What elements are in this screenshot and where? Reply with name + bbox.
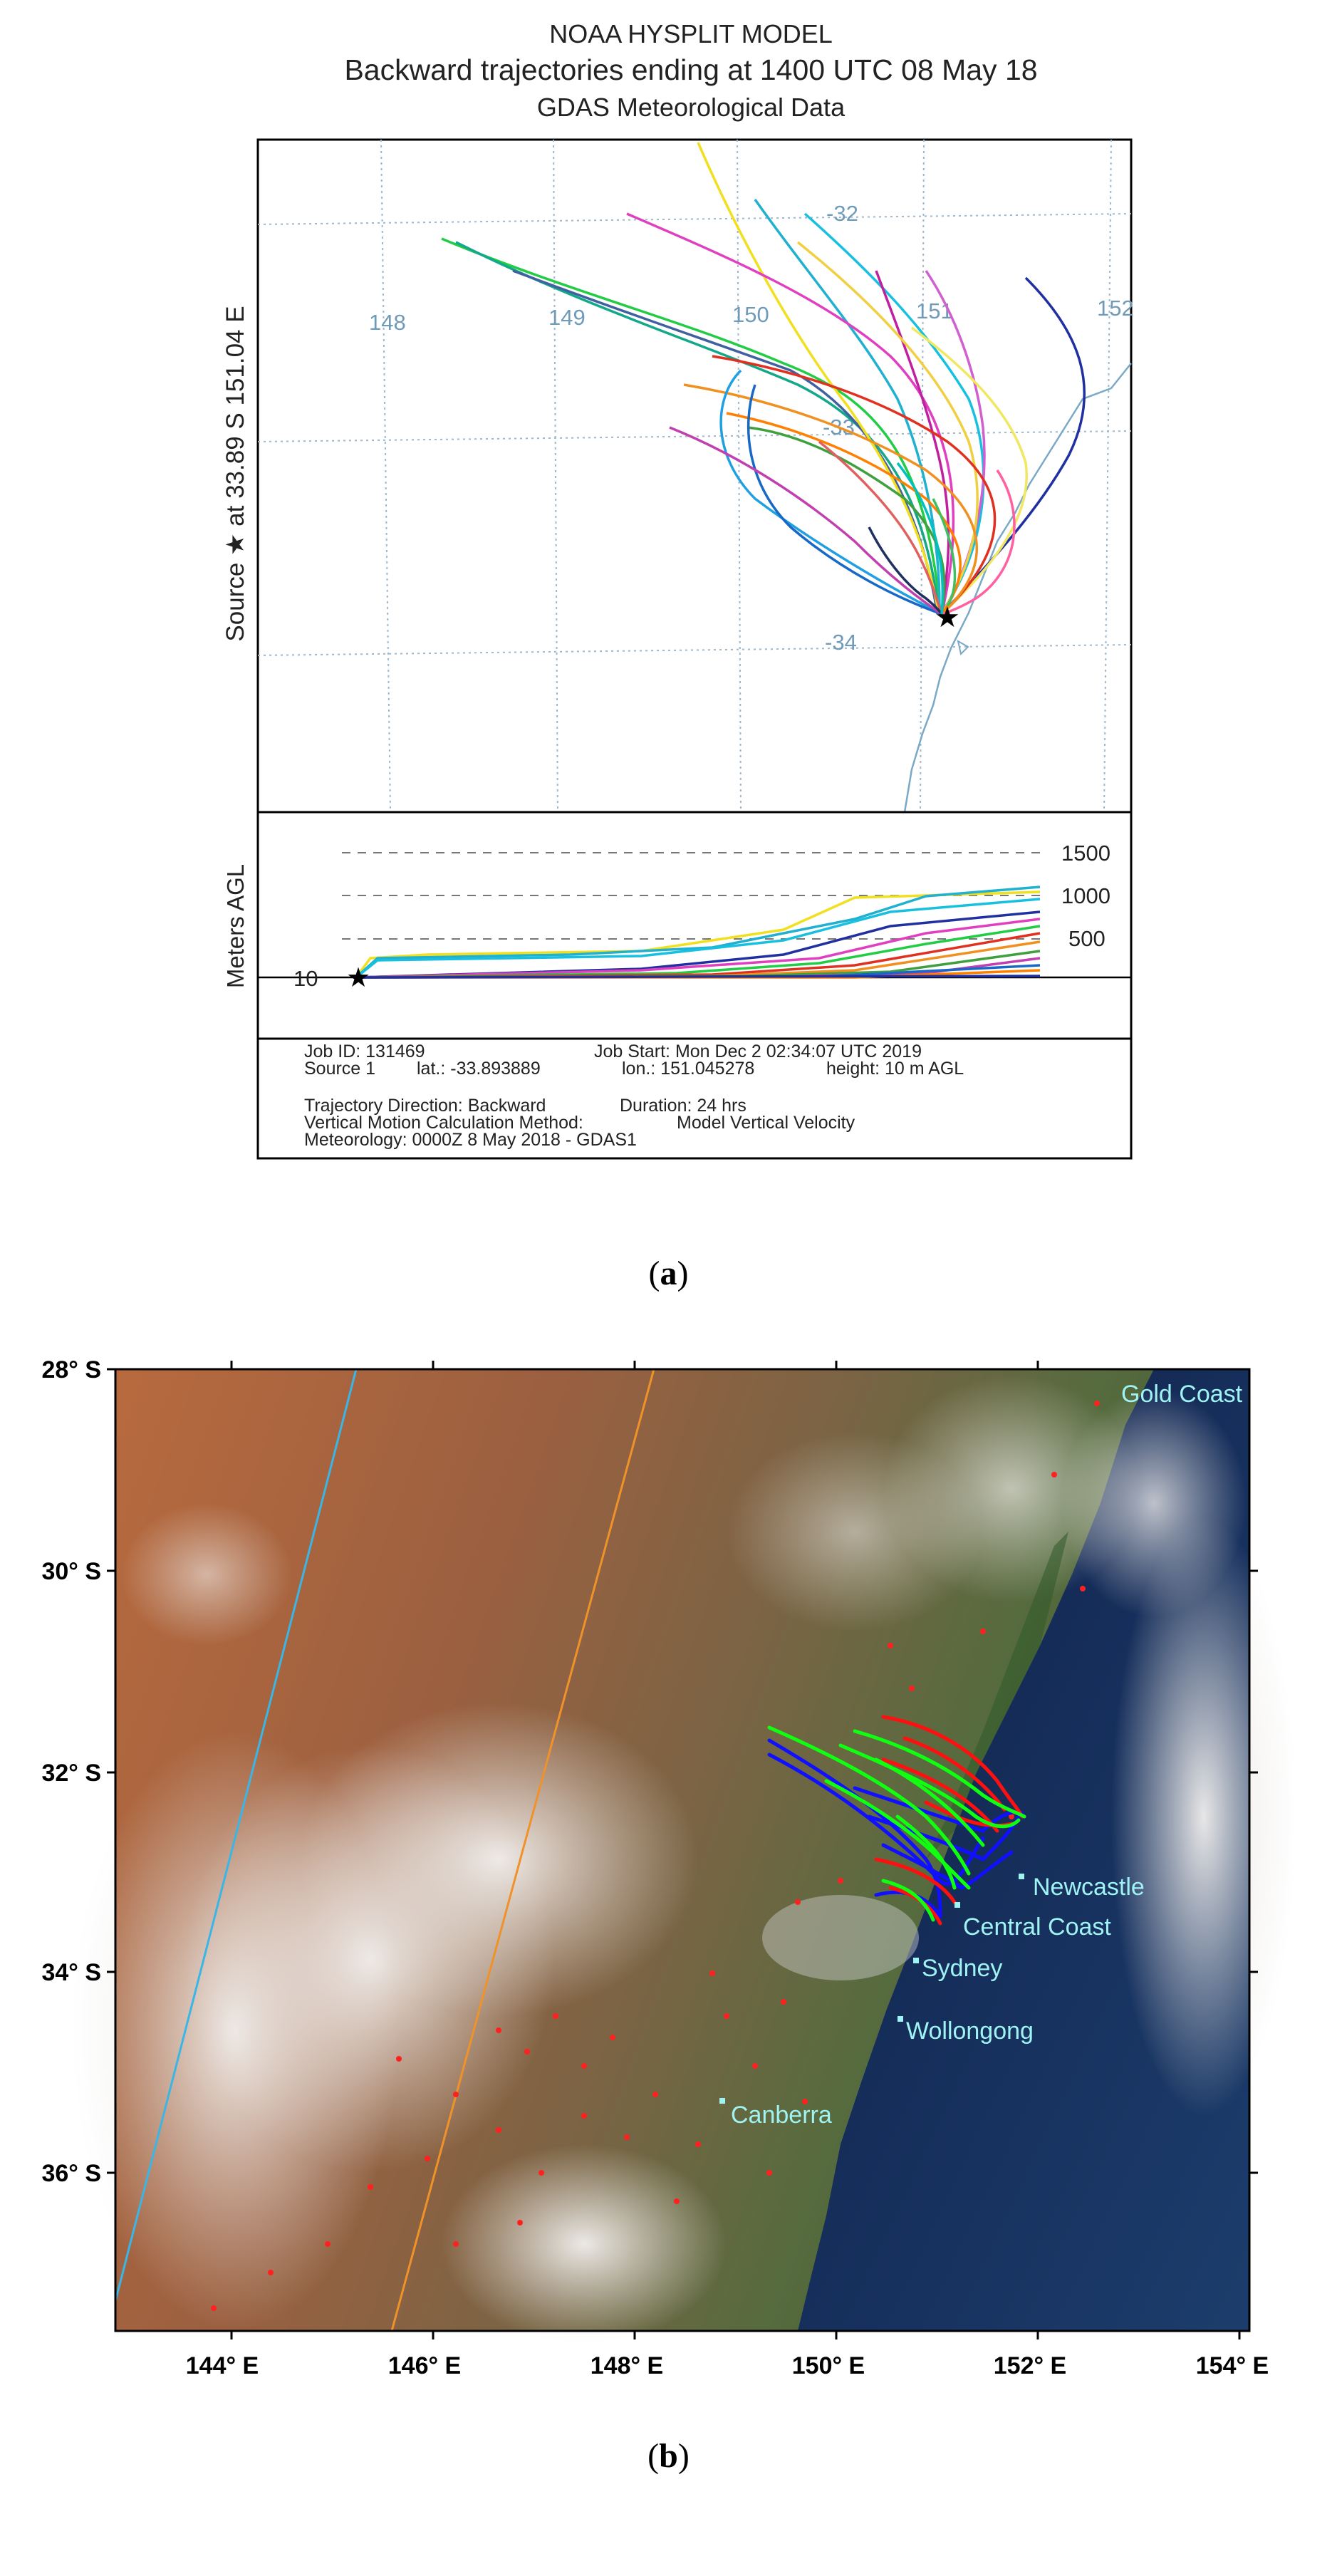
- satellite-trajectories: [767, 1715, 1026, 1926]
- satellite-frame: [114, 1368, 1251, 2332]
- lon-label-152: 152: [1097, 296, 1134, 321]
- hysplit-figure: NOAA HYSPLIT MODEL Backward trajectories…: [222, 19, 1134, 1160]
- info-vertical: Vertical Motion Calculation Method:: [304, 1113, 583, 1133]
- lon-tick-150: 150° E: [792, 2352, 865, 2379]
- info-vertical-value: Model Vertical Velocity: [677, 1113, 855, 1133]
- lon-label-149: 149: [548, 305, 586, 330]
- satellite-map: 28° S 30° S 32° S 34° S 36° S 144° E 146…: [41, 1356, 1296, 2379]
- info-height: height: 10 m AGL: [826, 1059, 964, 1079]
- panel-a-hysplit: NOAA HYSPLIT MODEL Backward trajectories…: [222, 19, 1134, 1292]
- lat-tick-32: 32° S: [41, 1760, 101, 1787]
- trajectories: [441, 142, 1086, 616]
- source-label: Source ★ at 33.89 S 151.04 E: [222, 306, 249, 641]
- lat-tick-36: 36° S: [41, 2160, 101, 2187]
- info-box: [256, 1037, 1133, 1160]
- place-sydney: Sydney: [922, 1955, 1002, 1982]
- caption-a: (a): [648, 1255, 689, 1292]
- satellite-image: [71, 1369, 1296, 2344]
- lat-tick-28: 28° S: [41, 1356, 101, 1383]
- lon-tick-144: 144° E: [186, 2352, 259, 2379]
- info-source: Source 1: [304, 1059, 375, 1079]
- height-panel-frame: [256, 811, 1133, 1040]
- lon-tick-152: 152° E: [994, 2352, 1066, 2379]
- lat-tick-30: 30° S: [41, 1558, 101, 1585]
- lat-tick-34: 34° S: [41, 1959, 101, 1986]
- height-trajectories: [355, 886, 1041, 979]
- lon-label-148: 148: [369, 310, 406, 335]
- panel-b-satellite: 28° S 30° S 32° S 34° S 36° S 144° E 146…: [0, 1318, 1337, 2572]
- place-newcastle: Newcastle: [1033, 1874, 1145, 1901]
- place-canberra: Canberra: [731, 2102, 832, 2129]
- info-text: Job ID: 131469 Job Start: Mon Dec 2 02:3…: [304, 1042, 964, 1150]
- lon-tick-labels: 144° E 146° E 148° E 150° E 152° E 154° …: [186, 2352, 1269, 2379]
- lon-tick-148: 148° E: [591, 2352, 663, 2379]
- info-meteorology: Meteorology: 0000Z 8 May 2018 - GDAS1: [304, 1130, 637, 1150]
- height-source-star-icon: ★: [346, 963, 370, 993]
- map-grid: [257, 139, 1132, 813]
- title-line2: Backward trajectories ending at 1400 UTC…: [344, 53, 1037, 86]
- coastline: [903, 363, 1132, 813]
- map-grid-labels: 148 149 150 151 152 -32 -33 -34: [369, 201, 1134, 655]
- info-lon: lon.: 151.045278: [622, 1059, 754, 1079]
- axis-ticks: [107, 1361, 1258, 2339]
- info-direction: Trajectory Direction: Backward: [304, 1096, 546, 1116]
- place-labels: Gold Coast Newcastle Central Coast Sydne…: [719, 1381, 1243, 2129]
- height-label-1500: 1500: [1061, 841, 1110, 866]
- height-label-10: 10: [293, 966, 318, 991]
- info-duration: Duration: 24 hrs: [620, 1096, 746, 1116]
- lat-label-32: -32: [826, 201, 858, 226]
- place-central-coast: Central Coast: [963, 1913, 1111, 1941]
- fire-hotspots: [211, 1401, 1100, 2311]
- source-star-icon: ★: [935, 602, 960, 633]
- caption-b: (b): [647, 2437, 690, 2475]
- lon-tick-146: 146° E: [388, 2352, 461, 2379]
- orbit-line-orange: [390, 1368, 655, 2332]
- height-axis-label: Meters AGL: [222, 864, 249, 988]
- lat-label-34: -34: [825, 630, 857, 655]
- orbit-line-cyan: [114, 1368, 358, 2302]
- height-label-500: 500: [1068, 926, 1106, 951]
- lon-label-151: 151: [916, 298, 953, 323]
- info-job-id: Job ID: 131469: [304, 1042, 425, 1061]
- title-line1: NOAA HYSPLIT MODEL: [549, 19, 832, 48]
- lon-tick-154: 154° E: [1196, 2352, 1269, 2379]
- lat-tick-labels: 28° S 30° S 32° S 34° S 36° S: [41, 1356, 101, 2187]
- place-wollongong: Wollongong: [906, 2017, 1034, 2045]
- height-labels: 1500 1000 500 10: [293, 841, 1110, 991]
- place-gold-coast: Gold Coast: [1121, 1381, 1243, 1408]
- height-label-1000: 1000: [1061, 883, 1110, 908]
- info-lat: lat.: -33.893889: [417, 1059, 541, 1079]
- lon-label-150: 150: [732, 302, 769, 327]
- map-frame: [256, 138, 1133, 814]
- coastline-inlet: [957, 640, 969, 655]
- info-job-start: Job Start: Mon Dec 2 02:34:07 UTC 2019: [594, 1042, 922, 1061]
- title-line3: GDAS Meteorological Data: [537, 93, 846, 122]
